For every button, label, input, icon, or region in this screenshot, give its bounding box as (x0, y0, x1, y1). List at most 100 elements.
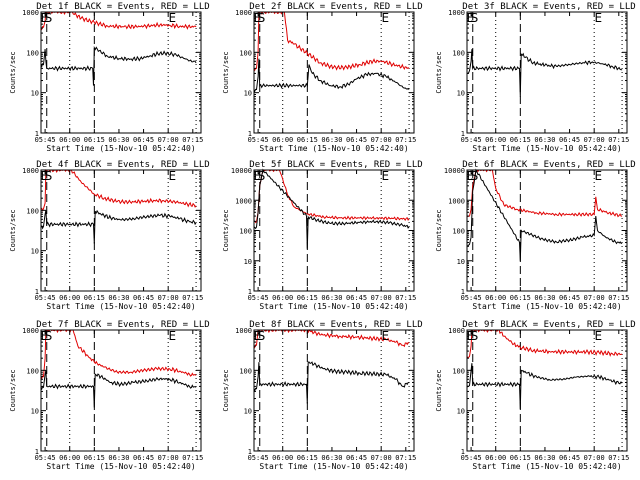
x-tick-label: 06:30 (534, 136, 555, 144)
x-tick-label: 06:00 (272, 136, 293, 144)
x-tick-label: 06:15 (84, 136, 105, 144)
y-axis-label: Counts/sec (435, 209, 443, 251)
y-tick-label: 1 (461, 130, 465, 138)
x-axis-label: Start Time (15-Nov-10 05:42:40) (259, 144, 408, 153)
y-tick-label: 100 (452, 49, 465, 57)
x-tick-label: 05:45 (35, 136, 56, 144)
x-tick-label: 06:00 (485, 454, 506, 462)
x-tick-label: 07:00 (371, 136, 392, 144)
x-tick-label: 06:00 (59, 454, 80, 462)
event-marker-label: E (168, 329, 176, 343)
x-tick-label: 05:45 (461, 454, 482, 462)
y-tick-label: 1000 (448, 327, 465, 335)
event-marker-label: E (168, 11, 176, 25)
x-tick-label: 07:15 (182, 136, 203, 144)
x-tick-label: 06:15 (297, 136, 318, 144)
x-tick-label: 06:30 (108, 294, 129, 302)
event-marker-label: E (466, 329, 474, 343)
panel-title: Det 7f BLACK = Events, RED = LLD (36, 320, 209, 330)
y-tick-label: 1000 (22, 327, 39, 335)
y-tick-label: 10000 (231, 167, 252, 175)
y-tick-label: 100 (239, 367, 252, 375)
x-tick-label: 05:45 (35, 454, 56, 462)
y-tick-label: 10 (244, 90, 252, 98)
black-series-events (40, 45, 197, 86)
y-tick-label: 1 (248, 448, 252, 456)
x-tick-label: 06:30 (108, 454, 129, 462)
axes-frame (40, 11, 202, 134)
y-tick-label: 10 (31, 248, 39, 256)
x-tick-label: 06:15 (510, 136, 531, 144)
event-marker-label: E (381, 169, 389, 183)
x-axis-label: Start Time (15-Nov-10 05:42:40) (46, 144, 195, 153)
event-marker-label: S (471, 169, 479, 183)
x-tick-label: 06:15 (84, 294, 105, 302)
x-axis-label: Start Time (15-Nov-10 05:42:40) (472, 462, 621, 471)
event-marker-label: E (40, 169, 48, 183)
x-tick-label: 06:15 (297, 454, 318, 462)
y-tick-label: 10 (244, 408, 252, 416)
x-tick-label: 07:15 (608, 454, 629, 462)
y-tick-label: 100 (26, 207, 39, 215)
black-series-events (466, 168, 623, 261)
y-tick-label: 10000 (444, 167, 465, 175)
x-tick-label: 07:15 (395, 294, 416, 302)
y-tick-label: 1 (248, 288, 252, 296)
event-marker-label: E (594, 11, 602, 25)
y-tick-label: 1 (35, 130, 39, 138)
event-marker-label: E (40, 11, 48, 25)
axes-frame (40, 329, 202, 452)
x-tick-label: 07:00 (584, 294, 605, 302)
x-tick-label: 07:15 (608, 136, 629, 144)
x-tick-label: 06:45 (559, 294, 580, 302)
y-tick-label: 1 (35, 288, 39, 296)
y-tick-label: 1 (461, 288, 465, 296)
x-tick-label: 05:45 (248, 136, 269, 144)
y-tick-label: 10 (457, 408, 465, 416)
event-marker-label: S (45, 329, 53, 343)
y-tick-label: 10 (244, 258, 252, 266)
event-marker-label: S (45, 169, 53, 183)
panel-1: Det 1f BLACK = Events, RED = LLD 05:45 06:… (9, 2, 210, 153)
y-axis-label: Counts/sec (435, 369, 443, 411)
x-tick-label: 05:45 (461, 136, 482, 144)
y-tick-label: 100 (452, 367, 465, 375)
y-tick-label: 1 (248, 130, 252, 138)
x-tick-label: 07:15 (395, 136, 416, 144)
x-tick-label: 06:45 (133, 294, 154, 302)
x-tick-label: 06:30 (321, 454, 342, 462)
axes-frame (40, 169, 202, 292)
axes-frame (466, 329, 628, 452)
y-axis-label: Counts/sec (222, 51, 230, 93)
y-tick-label: 1000 (22, 167, 39, 175)
x-tick-label: 06:00 (485, 294, 506, 302)
y-axis-label: Counts/sec (9, 51, 17, 93)
panel-title: Det 9f BLACK = Events, RED = LLD (462, 320, 635, 330)
x-tick-label: 06:45 (346, 454, 367, 462)
x-tick-label: 07:00 (158, 136, 179, 144)
x-tick-label: 06:30 (534, 294, 555, 302)
x-tick-label: 07:00 (158, 294, 179, 302)
y-axis-label: Counts/sec (222, 209, 230, 251)
x-tick-label: 07:15 (608, 294, 629, 302)
x-tick-label: 06:15 (297, 294, 318, 302)
y-tick-label: 10 (31, 90, 39, 98)
panel-9: Det 9f BLACK = Events, RED = LLD 05:45 06:… (435, 320, 636, 471)
x-tick-label: 06:00 (272, 294, 293, 302)
event-marker-label: S (258, 169, 266, 183)
x-tick-label: 06:15 (510, 294, 531, 302)
event-marker-label: E (466, 169, 474, 183)
panel-title: Det 5f BLACK = Events, RED = LLD (249, 160, 422, 170)
y-tick-label: 1000 (448, 197, 465, 205)
event-marker-label: S (258, 11, 266, 25)
y-tick-label: 1000 (448, 9, 465, 17)
panel-title: Det 1f BLACK = Events, RED = LLD (36, 2, 209, 12)
x-axis-label: Start Time (15-Nov-10 05:42:40) (259, 302, 408, 311)
